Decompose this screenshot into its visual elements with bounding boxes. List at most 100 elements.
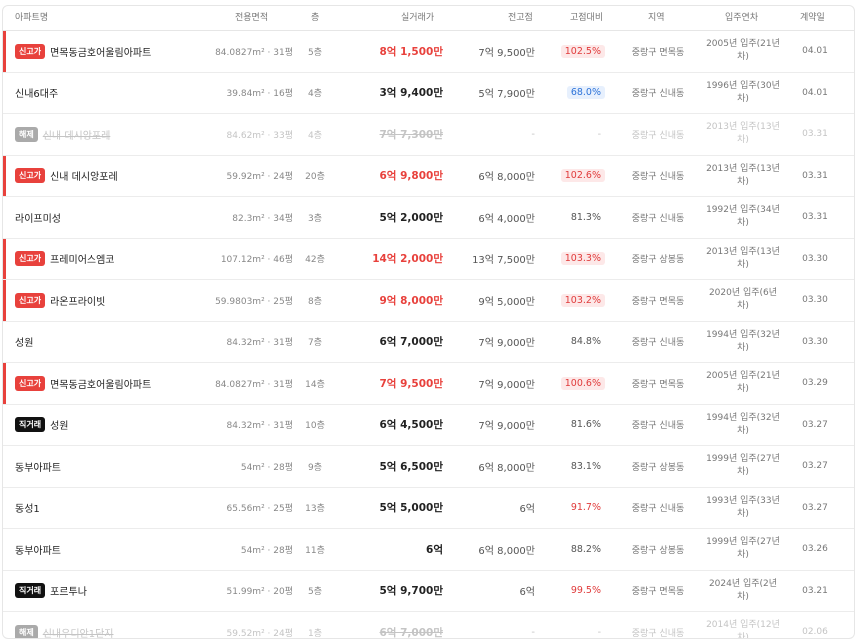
cancel-badge: 해제 <box>15 624 38 638</box>
date-cell: 03.31 <box>802 170 828 181</box>
report-badge: 신고가 <box>15 43 46 59</box>
price-cell: 5억 2,000만 <box>379 211 444 224</box>
apartment-name[interactable]: 프레미어스엠코 <box>50 255 115 266</box>
year-cell: 1994년 입주(32년 차) <box>706 412 780 436</box>
year-cell: 2005년 입주(21년 차) <box>706 39 780 62</box>
table-row[interactable]: 신고가 면목동금호어울림아파트 84.0827m² · 31평 5층 8억 1,… <box>3 31 854 73</box>
area-cell: 59.52m² · 24평 <box>226 628 293 639</box>
ratio-value: 68.0% <box>566 86 605 99</box>
header-region[interactable]: 지역 <box>648 13 665 23</box>
table-row[interactable]: 동성1 65.56m² · 25평 13층 5억 5,000만 6억 91.7%… <box>3 488 854 529</box>
header-year[interactable]: 입주연차 <box>725 13 759 23</box>
header-date[interactable]: 계약일 <box>800 13 825 23</box>
floor-cell: 20층 <box>305 172 325 182</box>
prev-high-cell: - <box>531 626 535 638</box>
date-cell: 03.31 <box>802 129 828 139</box>
apartment-name[interactable]: 라온프라이빗 <box>50 296 106 308</box>
price-cell: 9억 8,000만 <box>379 294 444 307</box>
floor-cell: 13층 <box>305 504 325 514</box>
ratio-cell: 99.5% <box>543 571 605 611</box>
year-cell: 1993년 입주(33년 차) <box>706 495 780 519</box>
floor-cell: 11층 <box>305 545 325 556</box>
header-name[interactable]: 아파트명 <box>15 13 49 23</box>
apartment-name[interactable]: 신내 데시앙포레 <box>42 130 111 142</box>
ratio-value: 100.6% <box>560 376 605 390</box>
year-cell: 1999년 입주(27년 차) <box>706 454 780 477</box>
apartment-name[interactable]: 신내6대주 <box>15 89 59 100</box>
prev-high-cell: 6억 8,000만 <box>478 172 535 183</box>
date-cell: 03.30 <box>802 336 828 347</box>
ratio-cell: 100.6% <box>543 363 605 403</box>
region-cell: 중랑구 신내동 <box>631 504 685 514</box>
ratio-cell: 84.8% <box>543 322 605 362</box>
report-badge: 신고가 <box>15 168 46 183</box>
table-row[interactable]: 성원 84.32m² · 31평 7층 6억 7,000만 7억 9,000만 … <box>3 322 854 363</box>
table-row[interactable]: 신내6대주 39.84m² · 16평 4층 3억 9,400만 5억 7,90… <box>3 73 854 114</box>
table-row[interactable]: 직거래 성원 84.32m² · 31평 10층 6억 4,500만 7억 9,… <box>3 405 854 446</box>
price-cell: 7억 7,300만 <box>379 128 444 141</box>
prev-high-cell: 6억 8,000만 <box>478 545 535 557</box>
area-cell: 51.99m² · 20평 <box>226 587 293 597</box>
table-row[interactable]: 신고가 라온프라이빗 59.9803m² · 25평 8층 9억 8,000만 … <box>3 280 854 322</box>
prev-high-cell: 6억 <box>519 504 535 515</box>
header-prev-high[interactable]: 전고점 <box>508 13 533 23</box>
table-row[interactable]: 동부아파트 54m² · 28평 11층 6억 6억 8,000만 88.2% … <box>3 529 854 571</box>
region-cell: 중랑구 면목동 <box>631 379 685 390</box>
apartment-name[interactable]: 라이프미성 <box>15 213 61 225</box>
apartment-name[interactable]: 신내 데시앙포레 <box>50 172 118 183</box>
ratio-value: 91.7% <box>570 502 601 513</box>
apartment-cell: 해제 신내 데시앙포레 <box>15 114 195 154</box>
table-row[interactable]: 해제 신내우디안1단지 59.52m² · 24평 1층 6억 7,000만 -… <box>3 612 854 639</box>
table-row[interactable]: 신고가 프레미어스엠코 107.12m² · 46평 42층 14억 2,000… <box>3 238 854 280</box>
apartment-name[interactable]: 면목동금호어울림아파트 <box>50 379 152 391</box>
apartment-name[interactable]: 면목동금호어울림아파트 <box>50 47 152 59</box>
price-cell: 14억 2,000만 <box>372 253 443 265</box>
year-cell: 2005년 입주(21년 차) <box>706 371 780 394</box>
ratio-cell: 81.3% <box>543 197 605 237</box>
report-badge: 신고가 <box>15 292 46 308</box>
header-ratio[interactable]: 고점대비 <box>570 13 604 23</box>
ratio-value: 88.2% <box>570 543 601 555</box>
table-header: 아파트명 전용면적 층 실거래가 전고점 고점대비 지역 입주연차 계약일 <box>3 6 854 31</box>
year-cell: 1996년 입주(30년 차) <box>706 80 780 104</box>
apartment-name[interactable]: 포르투나 <box>50 587 87 598</box>
date-cell: 03.30 <box>802 295 828 305</box>
prev-high-cell: 7억 9,000만 <box>478 379 535 391</box>
region-cell: 중랑구 상봉동 <box>631 545 685 556</box>
direct-badge: 직거래 <box>15 417 46 432</box>
year-cell: 2013년 입주(13년 차) <box>706 163 780 187</box>
apartment-name[interactable]: 신내우디안1단지 <box>42 628 114 639</box>
area-cell: 59.92m² · 24평 <box>226 172 293 182</box>
header-floor[interactable]: 층 <box>311 13 320 23</box>
area-cell: 84.32m² · 31평 <box>226 338 293 348</box>
apartment-name[interactable]: 동부아파트 <box>15 545 61 557</box>
ratio-value: 81.3% <box>570 211 601 223</box>
price-cell: 5억 9,700만 <box>379 585 444 597</box>
table-row[interactable]: 동부아파트 54m² · 28평 9층 5억 6,500만 6억 8,000만 … <box>3 446 854 488</box>
year-cell: 2024년 입주(2년 차) <box>708 578 778 602</box>
floor-cell: 42층 <box>305 255 325 265</box>
region-cell: 중랑구 면목동 <box>631 587 685 597</box>
prev-high-cell: 7억 9,000만 <box>478 421 535 432</box>
apartment-name[interactable]: 동부아파트 <box>15 462 61 474</box>
table-row[interactable]: 직거래 포르투나 51.99m² · 20평 5층 5억 9,700만 6억 9… <box>3 571 854 612</box>
apartment-name[interactable]: 동성1 <box>15 504 40 515</box>
table-row[interactable]: 라이프미성 82.3m² · 34평 3층 5억 2,000만 6억 4,000… <box>3 197 854 239</box>
prev-high-cell: 6억 4,000만 <box>478 213 535 225</box>
ratio-cell: 103.3% <box>543 239 605 279</box>
prev-high-cell: 7억 9,000만 <box>478 338 535 349</box>
table-row[interactable]: 해제 신내 데시앙포레 84.62m² · 33평 4층 7억 7,300만 -… <box>3 114 854 156</box>
table-row[interactable]: 신고가 면목동금호어울림아파트 84.0827m² · 31평 14층 7억 9… <box>3 363 854 405</box>
apartment-name[interactable]: 성원 <box>15 338 34 349</box>
date-cell: 03.27 <box>802 502 828 513</box>
header-price[interactable]: 실거래가 <box>401 13 435 23</box>
apartment-name[interactable]: 성원 <box>50 421 69 432</box>
ratio-cell: 103.2% <box>543 280 605 320</box>
region-cell: 중랑구 신내동 <box>631 213 685 224</box>
table-row[interactable]: 신고가 신내 데시앙포레 59.92m² · 24평 20층 6억 9,800만… <box>3 155 854 197</box>
floor-cell: 4층 <box>307 89 322 99</box>
header-area[interactable]: 전용면적 <box>235 13 269 23</box>
prev-high-cell: 13억 7,500만 <box>472 255 535 266</box>
report-badge: 신고가 <box>15 251 46 266</box>
prev-high-cell: 7억 9,500만 <box>478 47 535 59</box>
